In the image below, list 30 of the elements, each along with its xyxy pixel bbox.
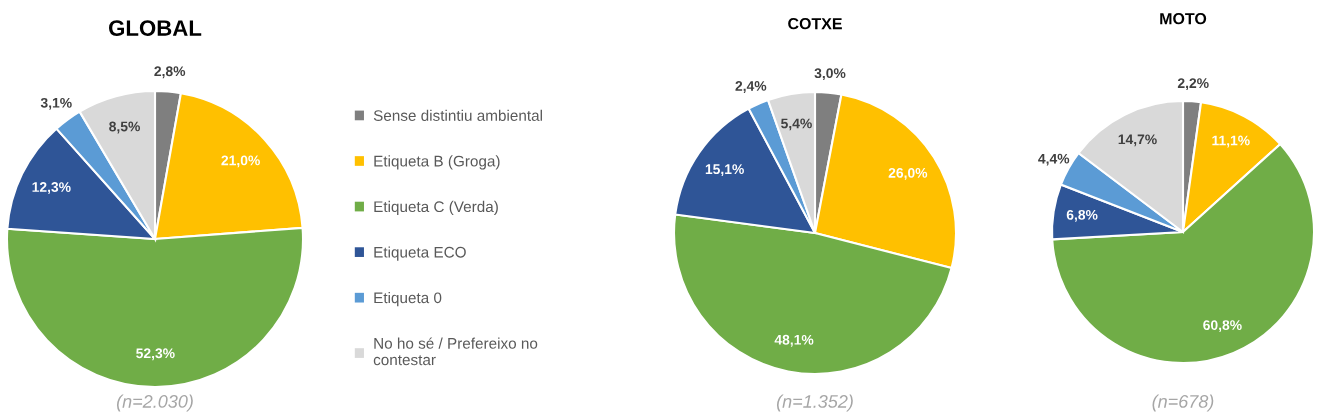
data-label: 3,1% [40, 97, 72, 110]
data-label: 2,4% [735, 81, 767, 93]
chart-title: MOTO [1160, 12, 1207, 25]
legend-label: Etiqueta ECO [374, 246, 466, 261]
text: (n=678) [1152, 394, 1214, 412]
text: (n=1.352) [776, 394, 853, 412]
data-label: 21,0% [221, 155, 260, 168]
data-label: 52,3% [136, 348, 175, 361]
data-label: 2,8% [154, 66, 186, 79]
data-label: 12,3% [32, 182, 71, 194]
text: (n=2.030) [116, 394, 193, 412]
chart-title: COTXE [788, 17, 842, 30]
data-label: 14,7% [1118, 134, 1157, 147]
legend-label: Sense distintiu ambiental [373, 109, 542, 121]
data-label: 3,0% [814, 68, 846, 81]
legend-label: No ho sé / Prefereixo no contestar [373, 337, 538, 366]
chart-title: GLOBAL [109, 20, 202, 36]
data-label: 6,8% [1066, 209, 1098, 222]
data-label: 48,1% [774, 334, 814, 347]
data-label: 26,0% [888, 167, 928, 180]
data-label: 4,4% [1038, 153, 1070, 166]
data-label: 60,8% [1203, 320, 1242, 333]
data-label: 2,2% [1177, 78, 1209, 91]
data-label: 5,4% [781, 118, 812, 131]
legend-label: Etiqueta 0 [374, 291, 442, 307]
legend-label: Etiqueta C (Verda) [374, 200, 498, 216]
legend-label: Etiqueta B (Groga) [374, 155, 500, 170]
data-label: 8,5% [109, 121, 140, 134]
data-label: 11,1% [1212, 135, 1250, 148]
data-label: 15,1% [705, 164, 744, 177]
